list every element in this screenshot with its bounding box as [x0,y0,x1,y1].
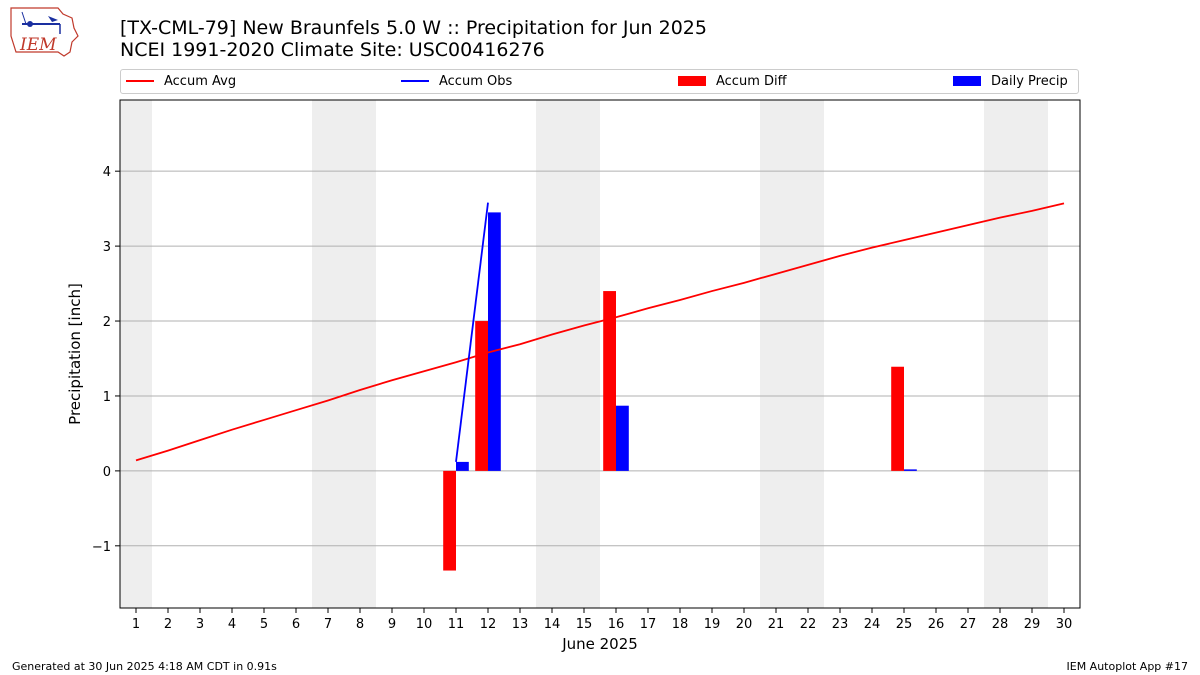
x-tick-label: 23 [832,617,849,632]
legend-item-daily-precip: Daily Precip [953,73,1068,91]
legend-swatch-accum-avg [126,79,154,82]
daily-precip-bar [488,212,501,471]
legend-swatch-accum-obs [401,79,429,82]
x-tick-label: 12 [480,617,497,632]
x-tick-label: 1 [132,617,140,632]
accum-diff-bar [475,321,488,471]
daily-precip-bar [904,469,917,471]
x-tick-label: 26 [928,617,945,632]
accum-diff-bar [603,291,616,471]
y-tick-label: 1 [103,390,111,405]
x-tick-label: 18 [672,617,689,632]
weekend-shade [120,100,152,608]
weekend-shade [312,100,376,608]
legend-swatch-daily-precip [953,75,981,86]
chart-legend: Accum Avg Accum Obs Accum Diff Daily Pre… [120,69,1079,94]
x-tick-label: 24 [864,617,881,632]
y-tick-label: 2 [103,315,111,330]
accum-avg-line [135,202,1065,462]
x-tick-label: 6 [292,617,300,632]
legend-label-accum-avg: Accum Avg [164,74,237,89]
weekend-shade [984,100,1048,608]
x-tick-label: 21 [768,617,785,632]
legend-swatch-accum-diff [678,75,706,86]
x-tick-label: 22 [800,617,817,632]
legend-label-accum-diff: Accum Diff [716,74,787,89]
x-tick-label: 15 [576,617,593,632]
accum-obs-line [455,202,489,463]
x-tick-label: 27 [960,617,977,632]
y-tick-label: 0 [103,465,111,480]
legend-label-daily-precip: Daily Precip [991,74,1068,89]
x-tick-label: 19 [704,617,721,632]
legend-label-accum-obs: Accum Obs [439,74,513,89]
x-tick-label: 11 [448,617,465,632]
x-tick-label: 20 [736,617,753,632]
legend-item-accum-avg: Accum Avg [126,73,236,91]
weekend-shade [760,100,824,608]
x-tick-label: 17 [640,617,657,632]
daily-precip-bar [616,405,629,471]
x-tick-label: 5 [260,617,268,632]
y-tick-label: −1 [92,540,111,555]
x-tick-label: 29 [1024,617,1041,632]
x-tick-label: 14 [544,617,561,632]
legend-item-accum-diff: Accum Diff [678,73,787,91]
x-tick-label: 8 [356,617,364,632]
x-tick-label: 30 [1056,617,1073,632]
iem-logo: IEM [10,7,79,57]
x-tick-label: 10 [416,617,433,632]
x-tick-label: 13 [512,617,529,632]
daily-precip-bar [456,461,469,471]
accum-diff-bar [891,366,904,471]
x-tick-label: 25 [896,617,913,632]
x-tick-label: 4 [228,617,236,632]
legend-item-accum-obs: Accum Obs [401,73,512,91]
plot-frame [119,99,1081,609]
x-tick-label: 28 [992,617,1009,632]
app-note: IEM Autoplot App #17 [1066,660,1189,673]
y-axis-label: Precipitation [inch] [66,283,84,425]
svg-text:IEM: IEM [19,35,57,55]
weekend-shade [536,100,600,608]
y-tick-label: 3 [103,240,111,255]
x-tick-label: 3 [196,617,204,632]
y-tick-label: 4 [103,165,111,180]
x-tick-label: 16 [608,617,625,632]
chart-subtitle: NCEI 1991-2020 Climate Site: USC00416276 [120,39,545,61]
generated-note: Generated at 30 Jun 2025 4:18 AM CDT in … [12,660,277,673]
chart-title: [TX-CML-79] New Braunfels 5.0 W :: Preci… [120,17,707,39]
accum-diff-bar [443,470,456,571]
x-axis-label: June 2025 [561,635,638,653]
x-tick-label: 2 [164,617,172,632]
x-tick-label: 7 [324,617,332,632]
x-tick-label: 9 [388,617,396,632]
